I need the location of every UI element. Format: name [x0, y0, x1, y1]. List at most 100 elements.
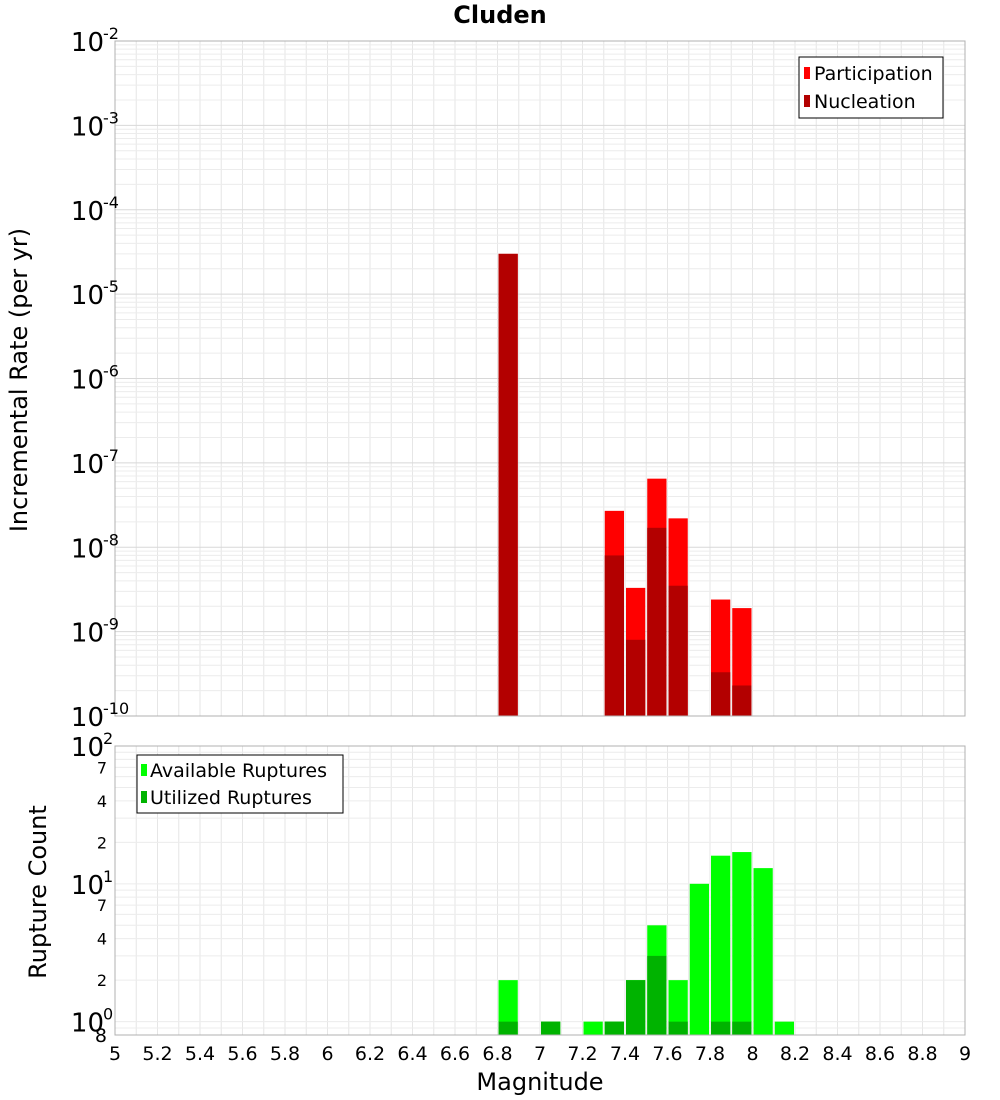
- bar-nucleation: [626, 639, 646, 716]
- bar-available-ruptures: [753, 868, 773, 1035]
- svg-text:10: 10: [71, 871, 104, 901]
- bar-nucleation: [498, 253, 518, 716]
- legend-label-available: Available Ruptures: [150, 760, 327, 782]
- x-tick-label: 6.8: [482, 1043, 512, 1065]
- rate-legend: Participation Nucleation: [798, 56, 944, 119]
- y-tick-label: 10 -3: [71, 108, 119, 142]
- x-axis-title: Magnitude: [476, 1068, 603, 1096]
- svg-text:-8: -8: [103, 530, 119, 549]
- x-tick-label: 7.2: [567, 1043, 597, 1065]
- bar-nucleation: [604, 555, 624, 716]
- rate-bars: [498, 253, 752, 716]
- x-tick-label: 8.6: [865, 1043, 895, 1065]
- svg-text:1: 1: [103, 867, 113, 886]
- svg-text:10: 10: [71, 534, 104, 564]
- y-tick-label: 10 2: [71, 729, 113, 763]
- svg-text:10: 10: [71, 1009, 104, 1039]
- x-tick-label: 8.8: [907, 1043, 937, 1065]
- x-tick-label: 8: [746, 1043, 758, 1065]
- bar-utilized-ruptures: [668, 1021, 688, 1035]
- y-tick-label: 10 -7: [71, 446, 119, 480]
- x-tick-label: 7: [534, 1043, 546, 1065]
- x-tick-label: 7.6: [652, 1043, 682, 1065]
- bar-nucleation: [647, 527, 667, 716]
- legend-label-participation: Participation: [814, 63, 933, 85]
- y-tick-label: 10 -8: [71, 530, 119, 564]
- bar-available-ruptures: [774, 1021, 794, 1035]
- rate-panel: 10-210-310-410-510-610-710-810-910-10 In…: [5, 24, 966, 733]
- bar-utilized-ruptures: [541, 1021, 561, 1035]
- x-tick-label: 7.4: [610, 1043, 640, 1065]
- svg-text:0: 0: [103, 1005, 113, 1024]
- count-y-axis-title: Rupture Count: [24, 805, 52, 979]
- y-tick-label: 10 -10: [71, 699, 129, 733]
- count-bars: [498, 852, 794, 1035]
- x-tick-label: 5: [109, 1043, 121, 1065]
- y-tick-label: 10 1: [71, 867, 113, 901]
- x-tick-label: 5.6: [227, 1043, 257, 1065]
- bar-utilized-ruptures: [498, 1021, 518, 1035]
- svg-text:10: 10: [71, 450, 104, 480]
- legend-swatch-available: [141, 764, 147, 776]
- bar-utilized-ruptures: [732, 1021, 752, 1035]
- svg-text:10: 10: [71, 703, 104, 733]
- x-tick-label: 5.2: [142, 1043, 172, 1065]
- svg-text:-5: -5: [103, 277, 119, 296]
- x-tick-label: 5.4: [185, 1043, 215, 1065]
- svg-text:-2: -2: [103, 24, 119, 43]
- y-minor-tick-label: 2: [97, 833, 107, 852]
- svg-text:-7: -7: [103, 446, 119, 465]
- x-tick-label: 6.2: [355, 1043, 385, 1065]
- count-legend: Available Ruptures Utilized Ruptures: [136, 754, 344, 814]
- svg-text:10: 10: [71, 28, 104, 58]
- bar-available-ruptures: [498, 980, 518, 1035]
- x-tick-label: 6.4: [397, 1043, 427, 1065]
- svg-text:-9: -9: [103, 615, 119, 634]
- svg-text:-6: -6: [103, 362, 119, 381]
- x-tick-label: 5.8: [270, 1043, 300, 1065]
- x-tick-label: 6.6: [440, 1043, 470, 1065]
- bar-available-ruptures: [668, 980, 688, 1035]
- legend-swatch-nucleation: [804, 95, 810, 107]
- svg-text:10: 10: [71, 619, 104, 649]
- svg-text:10: 10: [71, 112, 104, 142]
- svg-text:10: 10: [71, 366, 104, 396]
- rate-y-ticks: 10-210-310-410-510-610-710-810-910-10: [71, 24, 129, 733]
- svg-text:10: 10: [71, 281, 104, 311]
- bar-nucleation: [711, 672, 731, 716]
- y-tick-label: 10 -2: [71, 24, 119, 58]
- chart-title: Cluden: [453, 1, 546, 29]
- x-tick-label: 7.8: [695, 1043, 725, 1065]
- bar-utilized-ruptures: [711, 1021, 731, 1035]
- bar-available-ruptures: [583, 1021, 603, 1035]
- x-tick-label: 9: [959, 1043, 971, 1065]
- bar-utilized-ruptures: [626, 980, 646, 1035]
- legend-swatch-utilized: [141, 791, 147, 803]
- bar-available-ruptures: [689, 883, 709, 1035]
- bar-nucleation: [732, 685, 752, 716]
- bar-utilized-ruptures: [604, 1021, 624, 1035]
- rate-grid: [114, 41, 966, 717]
- svg-text:-3: -3: [103, 108, 119, 127]
- legend-swatch-participation: [804, 67, 810, 79]
- legend-label-utilized: Utilized Ruptures: [150, 787, 312, 809]
- y-tick-label: 10 -5: [71, 277, 119, 311]
- y-tick-label: 10 -4: [71, 193, 119, 227]
- x-axis-ticks: 5 5.2 5.4 5.6 5.8 6 6.2 6.4 6.6 6.8 7 7.2 7.4 7.6 7.8 8…: [109, 1043, 971, 1065]
- y-minor-tick-label: 8: [95, 1025, 107, 1047]
- y-minor-tick-label: 4: [97, 792, 107, 811]
- rate-y-axis-title: Incremental Rate (per yr): [5, 228, 33, 532]
- svg-text:10: 10: [71, 733, 104, 763]
- bar-nucleation: [668, 585, 688, 716]
- y-minor-tick-label: 7: [97, 896, 107, 915]
- svg-text:10: 10: [71, 197, 104, 227]
- x-tick-label: 8.4: [822, 1043, 852, 1065]
- x-tick-label: 6: [321, 1043, 333, 1065]
- bar-utilized-ruptures: [647, 955, 667, 1035]
- y-tick-label: 10 0: [71, 1005, 113, 1039]
- bar-available-ruptures: [711, 855, 731, 1035]
- y-tick-label: 10 -6: [71, 362, 119, 396]
- bar-available-ruptures: [732, 852, 752, 1035]
